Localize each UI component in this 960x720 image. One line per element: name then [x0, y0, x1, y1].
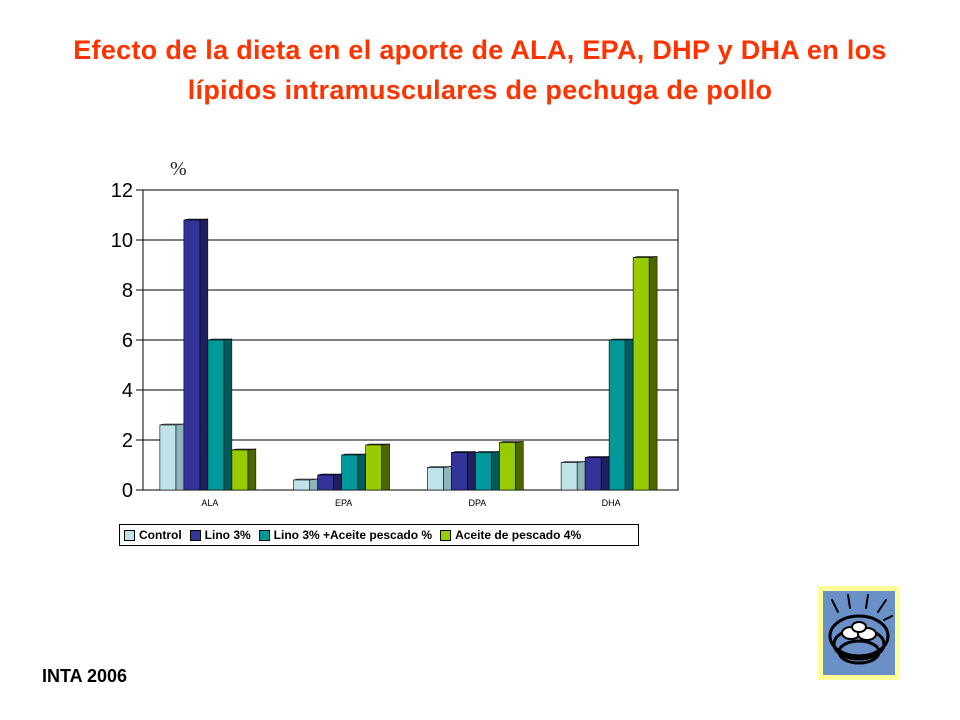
y-tick-label: 8	[122, 280, 133, 302]
bar	[560, 462, 578, 491]
chart-legend: Control Lino 3% Lino 3% +Aceite pescado …	[119, 524, 639, 546]
y-tick-label: 4	[122, 380, 133, 402]
bar-side	[223, 338, 233, 491]
y-tick-label: 10	[111, 230, 133, 252]
bar-side	[333, 473, 342, 491]
bar-chart: 0 2 4 6 8 10 12 ALA EPA DPA DHA	[111, 180, 679, 508]
x-tick-label: EPA	[335, 498, 352, 508]
chart-title: Efecto de la dieta en el aporte de ALA, …	[73, 35, 887, 105]
bar	[451, 452, 468, 491]
bar	[341, 454, 358, 491]
footer-credit: INTA 2006	[42, 666, 128, 686]
legend-item-control: Control	[124, 528, 182, 542]
y-tick-label: 6	[122, 330, 133, 352]
legend-label-control: Control	[139, 528, 182, 542]
y-tick-label: 2	[122, 430, 133, 452]
x-tick-label: ALA	[201, 498, 218, 508]
legend-swatch-lino	[189, 529, 201, 541]
bar-side	[309, 478, 318, 491]
bar-side	[515, 441, 524, 491]
bar	[293, 479, 310, 491]
y-tick-label: 12	[111, 180, 133, 202]
x-tick-label: DPA	[468, 498, 486, 508]
bar	[183, 219, 201, 491]
legend-item-aceite: Aceite de pescado 4%	[440, 528, 581, 542]
x-tick-label: DHA	[602, 498, 621, 508]
bar-side	[600, 456, 610, 491]
bar-side	[491, 451, 500, 491]
bar	[317, 474, 334, 491]
bar	[207, 339, 225, 491]
bird-nest-eggs-icon	[818, 586, 900, 680]
bar-side	[247, 448, 257, 491]
bar-side	[381, 443, 390, 491]
bar	[608, 339, 626, 491]
bar	[427, 467, 444, 491]
bar-side	[443, 466, 452, 491]
legend-label-lino-aceite: Lino 3% +Aceite pescado %	[273, 528, 433, 542]
legend-label-aceite: Aceite de pescado 4%	[455, 528, 582, 542]
bar	[159, 424, 177, 491]
bar-side	[175, 423, 185, 491]
bar	[584, 457, 602, 491]
bar	[499, 442, 516, 491]
bar-side	[624, 338, 634, 491]
y-unit-label: %	[170, 158, 187, 180]
legend-label-lino: Lino 3%	[204, 528, 251, 542]
bar	[632, 257, 650, 491]
bar-side	[576, 461, 586, 491]
bar	[365, 444, 382, 491]
legend-item-lino-aceite: Lino 3% +Aceite pescado %	[258, 528, 433, 542]
bar	[475, 452, 492, 491]
legend-item-lino: Lino 3%	[189, 528, 251, 542]
bar-side	[357, 453, 366, 491]
y-tick-label: 0	[122, 480, 133, 502]
legend-swatch-lino-aceite	[258, 529, 270, 541]
legend-swatch-control	[124, 529, 135, 541]
bar-side	[199, 218, 209, 491]
bar-side	[467, 451, 476, 491]
legend-swatch-aceite	[440, 529, 452, 541]
bar-side	[648, 256, 658, 491]
bar	[231, 449, 249, 491]
